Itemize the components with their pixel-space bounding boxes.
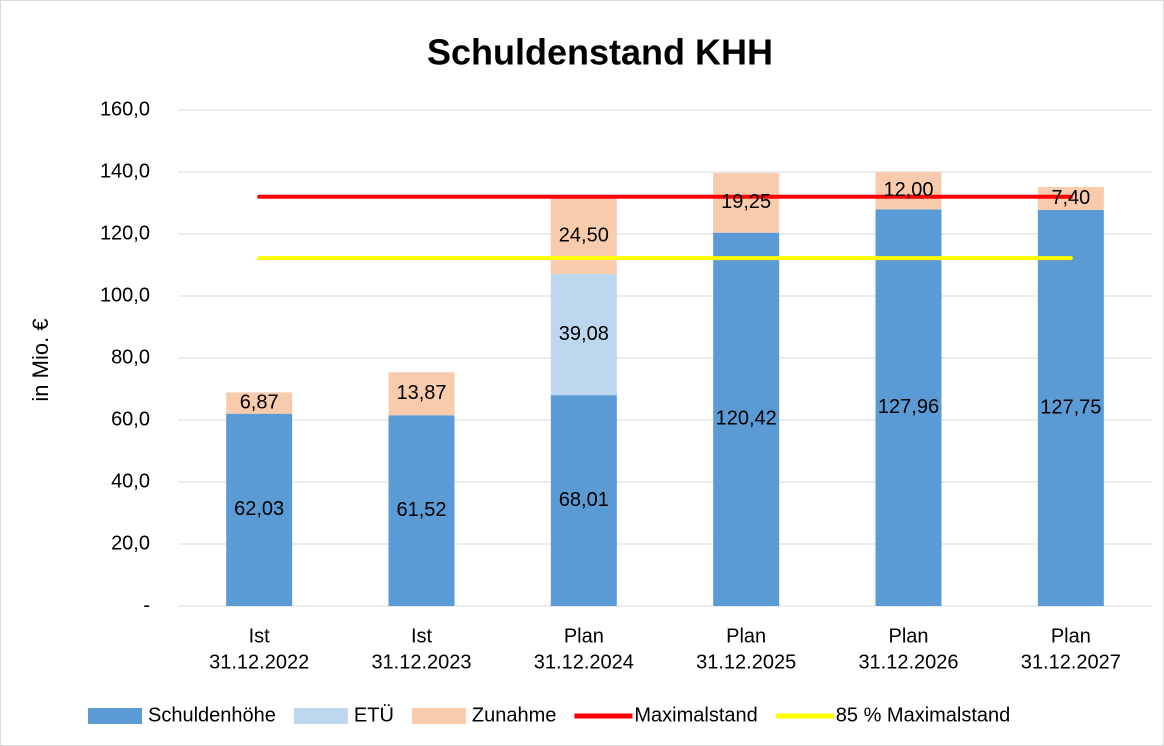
x-tick-label: 31.12.2025 bbox=[696, 651, 796, 673]
bar-segment bbox=[713, 232, 780, 606]
data-label: 120,42 bbox=[716, 408, 777, 430]
data-label: 24,50 bbox=[559, 224, 609, 246]
data-label: 127,75 bbox=[1040, 396, 1101, 418]
bar-segment bbox=[713, 173, 780, 233]
bar-segment bbox=[226, 413, 293, 606]
bar-segment bbox=[388, 415, 455, 606]
legend-label: 85 % Maximalstand bbox=[836, 704, 1011, 726]
y-tick-label: 20,0 bbox=[111, 532, 150, 554]
y-tick-label: 80,0 bbox=[111, 346, 150, 368]
legend-label: Zunahme bbox=[472, 704, 557, 726]
legend-swatch bbox=[293, 708, 348, 724]
x-tick-label: Plan bbox=[564, 625, 604, 647]
data-label: 12,00 bbox=[883, 179, 933, 201]
y-tick-label: 60,0 bbox=[111, 408, 150, 430]
y-tick-label: 100,0 bbox=[100, 284, 150, 306]
data-label: 13,87 bbox=[396, 382, 446, 404]
x-tick-label: Plan bbox=[888, 625, 928, 647]
x-tick-label: Plan bbox=[726, 625, 766, 647]
legend-label: ETÜ bbox=[354, 704, 394, 726]
bar-segment bbox=[226, 392, 293, 414]
legend-label: Maximalstand bbox=[634, 704, 757, 726]
legend-swatch bbox=[411, 708, 466, 724]
bar-segment bbox=[875, 209, 942, 606]
bar-segment bbox=[550, 198, 617, 275]
bar-segment bbox=[550, 274, 617, 396]
x-tick-label: 31.12.2026 bbox=[858, 651, 958, 673]
legend-swatch bbox=[88, 708, 142, 724]
y-tick-label: 40,0 bbox=[111, 470, 150, 492]
y-tick-label: 160,0 bbox=[100, 98, 150, 120]
bar-segment bbox=[1037, 209, 1104, 606]
x-tick-label: Plan bbox=[1051, 625, 1091, 647]
x-tick-label: Ist bbox=[411, 625, 433, 647]
data-label: 6,87 bbox=[240, 391, 279, 413]
x-tick-label: 31.12.2024 bbox=[534, 651, 634, 673]
bar-segment bbox=[388, 372, 455, 416]
data-label: 19,25 bbox=[721, 191, 771, 213]
data-label: 61,52 bbox=[396, 499, 446, 521]
x-tick-label: 31.12.2023 bbox=[371, 651, 471, 673]
y-tick-label: 140,0 bbox=[100, 160, 150, 182]
data-label: 62,03 bbox=[234, 498, 284, 520]
chart-title: Schuldenstand KHH bbox=[427, 32, 773, 73]
data-label: 7,40 bbox=[1051, 187, 1090, 209]
data-label: 68,01 bbox=[559, 489, 609, 511]
bar-segment bbox=[875, 172, 942, 210]
y-tick-label: - bbox=[143, 594, 150, 616]
data-label: 39,08 bbox=[559, 323, 609, 345]
x-tick-label: Ist bbox=[249, 625, 271, 647]
y-tick-label: 120,0 bbox=[100, 222, 150, 244]
x-tick-label: 31.12.2027 bbox=[1021, 651, 1121, 673]
data-label: 127,96 bbox=[878, 396, 939, 418]
y-axis-label: in Mio. € bbox=[28, 318, 53, 401]
x-tick-label: 31.12.2022 bbox=[209, 651, 309, 673]
bar-segment bbox=[550, 395, 617, 606]
legend-label: Schuldenhöhe bbox=[148, 704, 276, 726]
